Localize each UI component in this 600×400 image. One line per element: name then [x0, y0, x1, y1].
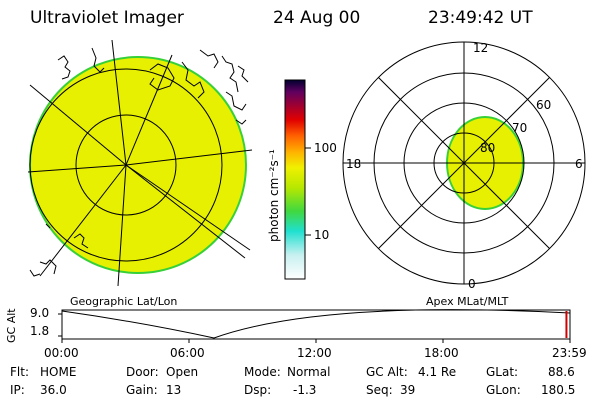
mode-label: Mode:	[244, 365, 281, 379]
right-panel-caption: Apex MLat/MLT	[426, 295, 509, 308]
timeline-ymax: 9.0	[30, 306, 50, 320]
timeline-axis-label: GC Alt	[5, 308, 18, 343]
mlt-label-dawn: 6	[575, 157, 583, 171]
mlat-label-70: 70	[512, 121, 528, 135]
gc-altitude-curve	[61, 309, 571, 339]
image-date: 24 Aug 00	[273, 8, 361, 28]
colorbar-tick-100: 100	[314, 141, 337, 155]
timeline-panel	[58, 309, 571, 343]
instrument-title: Ultraviolet Imager	[30, 8, 184, 28]
mlt-label-dusk: 18	[346, 157, 362, 171]
seq-value: 39	[400, 383, 416, 397]
mode-value: Normal	[287, 365, 331, 379]
colorbar-unit-label: photon cm⁻²s⁻¹	[267, 149, 281, 242]
gain-label: Gain:	[126, 383, 158, 397]
glat-value: 88.6	[548, 365, 575, 379]
timeline-tick-0600: 06:00	[170, 346, 205, 360]
timeline-ticks	[61, 339, 571, 343]
gcalt-label: GC Alt:	[366, 365, 408, 379]
ip-label: IP:	[10, 383, 25, 397]
timeline-tick-1200: 12:00	[297, 346, 332, 360]
coastlines	[29, 47, 249, 277]
glat-label: GLat:	[486, 365, 519, 379]
longitude-lines	[28, 40, 253, 286]
left-panel-caption: Geographic Lat/Lon	[70, 295, 178, 308]
latitude-circle-inner	[75, 114, 177, 216]
gcalt-value: 4.1 Re	[418, 365, 457, 379]
colorbar-tick-10: 10	[314, 228, 330, 242]
timeline-ymin: 1.8	[30, 324, 50, 338]
geographic-image-panel	[28, 40, 253, 286]
timeline-tick-0000: 00:00	[44, 346, 79, 360]
mlat-label-60: 60	[536, 98, 552, 112]
timeline-frame	[61, 309, 571, 340]
aurora-disk	[29, 56, 247, 274]
door-label: Door:	[126, 365, 159, 379]
glon-value: 180.5	[541, 383, 576, 397]
colorbar-gradient	[284, 79, 306, 280]
image-time: 23:49:42 UT	[428, 8, 533, 28]
flt-value: HOME	[40, 365, 77, 379]
mlt-label-noon: 12	[473, 41, 489, 55]
apex-polar-plot	[342, 41, 586, 285]
seq-label: Seq:	[366, 383, 393, 397]
flt-label: Flt:	[10, 365, 29, 379]
dsp-label: Dsp:	[244, 383, 272, 397]
mlt-label-midnight: 0	[468, 277, 476, 291]
mlt-meridians	[343, 42, 585, 284]
colorbar	[284, 79, 311, 280]
latitude-circle-outer	[29, 68, 223, 262]
dsp-value: -1.3	[293, 383, 317, 397]
ip-value: 36.0	[40, 383, 67, 397]
door-value: Open	[166, 365, 199, 379]
timeline-tick-1800: 18:00	[424, 346, 459, 360]
glon-label: GLon:	[486, 383, 521, 397]
mlat-label-80: 80	[480, 141, 496, 155]
gain-value: 13	[166, 383, 182, 397]
timeline-tick-2359: 23:59	[552, 346, 587, 360]
